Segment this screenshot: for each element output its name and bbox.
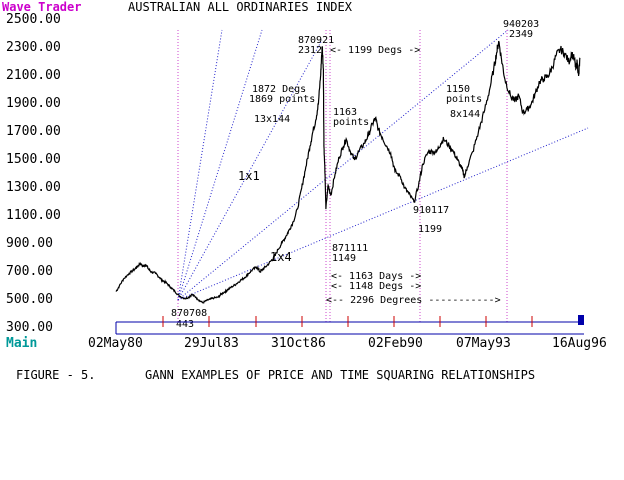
annotation: 910117 bbox=[413, 205, 449, 216]
annotation: 8x144 bbox=[450, 109, 480, 120]
app-name: Wave Trader bbox=[2, 0, 81, 14]
time-ticks bbox=[162, 316, 533, 327]
y-tick-label: 500.00 bbox=[6, 292, 53, 307]
annotation: 1872 Degs bbox=[252, 84, 306, 95]
annotation: 2349 bbox=[509, 29, 533, 40]
annotation: <- 1199 Degs -> bbox=[330, 45, 420, 56]
fan-line bbox=[177, 29, 263, 301]
y-tick-label: 2100.00 bbox=[6, 68, 61, 83]
y-tick-label: 1500.00 bbox=[6, 152, 61, 167]
annotation: 1869 points bbox=[249, 94, 315, 105]
figure-label: FIGURE - 5. bbox=[16, 368, 95, 382]
annotation: 1150 bbox=[446, 84, 470, 95]
fan-line bbox=[177, 29, 223, 301]
y-tick-label: 1700.00 bbox=[6, 124, 61, 139]
fan-line bbox=[177, 127, 589, 301]
annotation: 870921 bbox=[298, 35, 334, 46]
panel-label[interactable]: Main bbox=[6, 336, 37, 351]
x-tick-label: 07May93 bbox=[456, 336, 511, 351]
x-tick-label: 31Oct86 bbox=[271, 336, 326, 351]
time-scrollbar[interactable] bbox=[115, 315, 584, 335]
annotation: 871111 bbox=[332, 243, 368, 254]
annotation: 443 bbox=[176, 319, 194, 330]
y-tick-label: 1100.00 bbox=[6, 208, 61, 223]
y-tick-label: 300.00 bbox=[6, 320, 53, 335]
annotation: 1199 bbox=[418, 224, 442, 235]
annotation: <- 1148 Degs -> bbox=[331, 281, 421, 292]
y-tick-label: 1900.00 bbox=[6, 96, 61, 111]
x-tick-label: 16Aug96 bbox=[552, 336, 607, 351]
annotation: 1149 bbox=[332, 253, 356, 264]
y-tick-label: 700.00 bbox=[6, 264, 53, 279]
annotation: 1x4 bbox=[270, 250, 292, 264]
annotation: 1x1 bbox=[238, 169, 260, 183]
annotation: <- 1163 Days -> bbox=[331, 271, 421, 282]
annotation: 13x144 bbox=[254, 114, 290, 125]
annotation: points bbox=[333, 117, 369, 128]
price-line bbox=[115, 40, 581, 304]
scroll-thumb[interactable] bbox=[578, 315, 584, 325]
annotation: 870708 bbox=[171, 308, 207, 319]
annotation: 1163 bbox=[333, 107, 357, 118]
gann-fan bbox=[177, 29, 589, 301]
y-tick-label: 1300.00 bbox=[6, 180, 61, 195]
x-axis: 02May80 29Jul83 31Oct86 02Feb90 07May93 … bbox=[88, 336, 607, 351]
y-axis: 2500.00 2300.00 2100.00 1900.00 1700.00 … bbox=[6, 12, 61, 335]
annotation: 2312 bbox=[298, 45, 322, 56]
y-tick-label: 900.00 bbox=[6, 236, 53, 251]
x-tick-label: 02May80 bbox=[88, 336, 143, 351]
fan-line bbox=[177, 29, 509, 301]
x-tick-label: 29Jul83 bbox=[184, 336, 239, 351]
annotation: 940203 bbox=[503, 19, 539, 30]
annotations: 870921 2312 <- 1199 Degs -> 940203 2349 … bbox=[171, 19, 539, 330]
time-guides bbox=[177, 30, 508, 322]
y-tick-label: 2300.00 bbox=[6, 40, 61, 55]
annotation: <-- 2296 Degrees -----------> bbox=[326, 295, 501, 306]
annotation: points bbox=[446, 94, 482, 105]
chart-title: AUSTRALIAN ALL ORDINARIES INDEX bbox=[128, 0, 353, 14]
figure-caption: GANN EXAMPLES OF PRICE AND TIME SQUARING… bbox=[145, 368, 535, 382]
x-tick-label: 02Feb90 bbox=[368, 336, 423, 351]
y-tick-label: 2500.00 bbox=[6, 12, 61, 27]
